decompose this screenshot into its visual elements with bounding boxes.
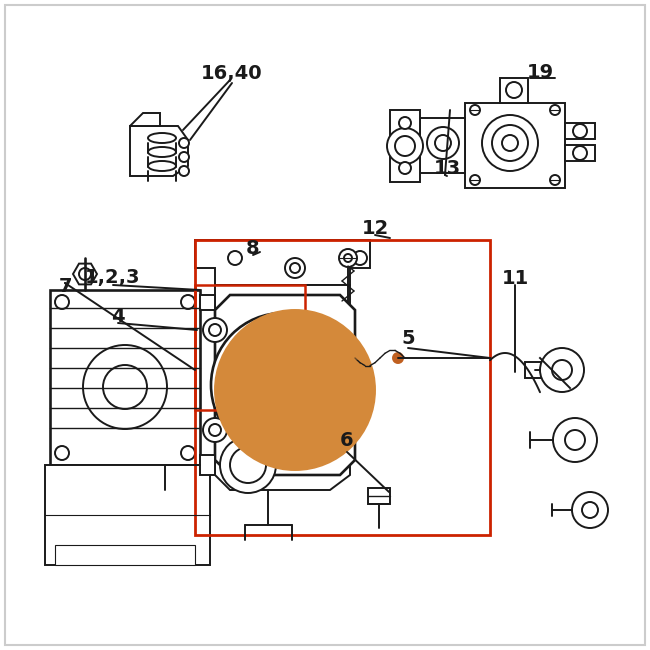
Circle shape [103,365,147,409]
Circle shape [573,124,587,138]
Text: 4: 4 [111,307,125,326]
Circle shape [203,418,227,442]
Circle shape [179,152,189,162]
Bar [50,290,200,465]
Text: 16,40: 16,40 [202,64,263,83]
Circle shape [572,492,608,528]
Text: 1,2,3: 1,2,3 [85,268,141,287]
Circle shape [209,324,221,336]
Text: GARAGE: GARAGE [224,356,366,385]
Bar [368,488,390,504]
Text: 19: 19 [526,62,554,81]
Circle shape [230,447,266,483]
Circle shape [427,127,459,159]
Circle shape [540,348,584,392]
Circle shape [181,446,195,460]
Circle shape [179,138,189,148]
Circle shape [550,175,560,185]
Bar [500,78,528,103]
Circle shape [211,313,355,457]
Text: 12: 12 [361,218,389,237]
Bar [525,362,555,378]
Circle shape [79,268,91,280]
Circle shape [209,424,221,436]
Bar [465,103,565,188]
Polygon shape [215,295,355,475]
Bar [195,240,490,535]
Circle shape [203,318,227,342]
Circle shape [290,263,300,273]
Text: 13: 13 [434,159,461,177]
Text: 6: 6 [340,430,354,450]
Circle shape [399,162,411,174]
Circle shape [470,175,480,185]
Circle shape [215,310,375,470]
Circle shape [492,125,528,161]
Circle shape [344,254,352,262]
Circle shape [399,117,411,129]
Circle shape [482,115,538,171]
Circle shape [573,146,587,160]
Circle shape [393,353,403,363]
Circle shape [83,345,167,429]
Polygon shape [73,264,97,285]
Circle shape [181,295,195,309]
Text: 5: 5 [401,328,415,348]
Circle shape [55,295,69,309]
Text: MOTEUR: MOTEUR [222,385,368,415]
Circle shape [285,258,305,278]
Circle shape [553,418,597,462]
Circle shape [255,357,311,413]
Ellipse shape [148,147,176,157]
Bar [420,118,465,173]
Bar [55,545,195,565]
Circle shape [502,135,518,151]
Circle shape [228,251,242,265]
Circle shape [435,135,451,151]
Bar [565,123,595,139]
Circle shape [582,502,598,518]
Circle shape [179,166,189,176]
Bar [565,145,595,161]
Circle shape [215,310,375,470]
Text: 8: 8 [246,239,260,257]
Polygon shape [195,240,370,285]
Ellipse shape [148,133,176,143]
Ellipse shape [148,161,176,171]
Bar [195,285,305,410]
Circle shape [55,446,69,460]
Polygon shape [130,126,188,176]
Circle shape [339,249,357,267]
Circle shape [395,136,415,156]
Circle shape [550,105,560,115]
Polygon shape [200,455,215,475]
Polygon shape [200,295,215,310]
Circle shape [565,430,585,450]
Text: 11: 11 [501,268,528,287]
Circle shape [506,82,522,98]
Circle shape [470,105,480,115]
Bar [45,465,210,565]
Polygon shape [130,113,160,126]
Bar [390,110,420,182]
Circle shape [552,360,572,380]
Circle shape [231,333,335,437]
Text: 7: 7 [59,276,73,296]
Circle shape [353,251,367,265]
Polygon shape [215,285,350,490]
Circle shape [220,437,276,493]
Circle shape [387,128,423,164]
